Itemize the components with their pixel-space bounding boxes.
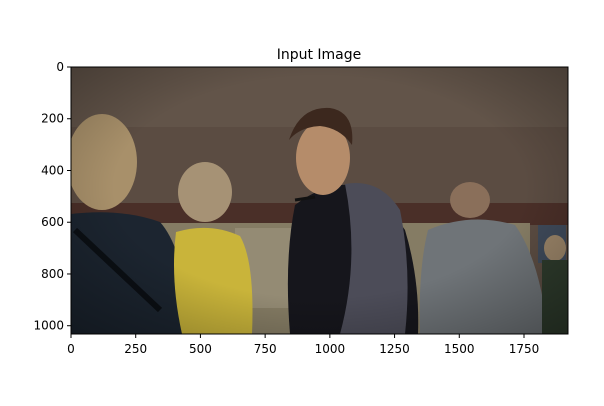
y-tick-label: 200: [41, 112, 64, 126]
plot-frame: [70, 66, 569, 335]
x-tick-label: 1500: [444, 342, 475, 356]
x-tick-label: 1750: [509, 342, 540, 356]
y-axis: 0 200 400 600 800 1000: [33, 60, 71, 333]
y-tick-label: 1000: [33, 319, 64, 333]
x-tick-label: 0: [67, 342, 75, 356]
image-vignette: [71, 67, 568, 334]
x-tick-label: 1000: [315, 342, 346, 356]
x-axis: 0 250 500 750 1000 1250 1500 1750: [67, 334, 539, 356]
y-tick-label: 600: [41, 215, 64, 229]
x-tick-label: 750: [254, 342, 277, 356]
x-tick-label: 500: [189, 342, 212, 356]
chart-title: Input Image: [277, 47, 362, 63]
image-plot-area: [71, 67, 568, 334]
y-tick-label: 400: [41, 163, 64, 177]
y-tick-label: 800: [41, 267, 64, 281]
x-tick-label: 250: [124, 342, 147, 356]
x-tick-label: 1250: [379, 342, 410, 356]
y-tick-label: 0: [56, 60, 64, 74]
